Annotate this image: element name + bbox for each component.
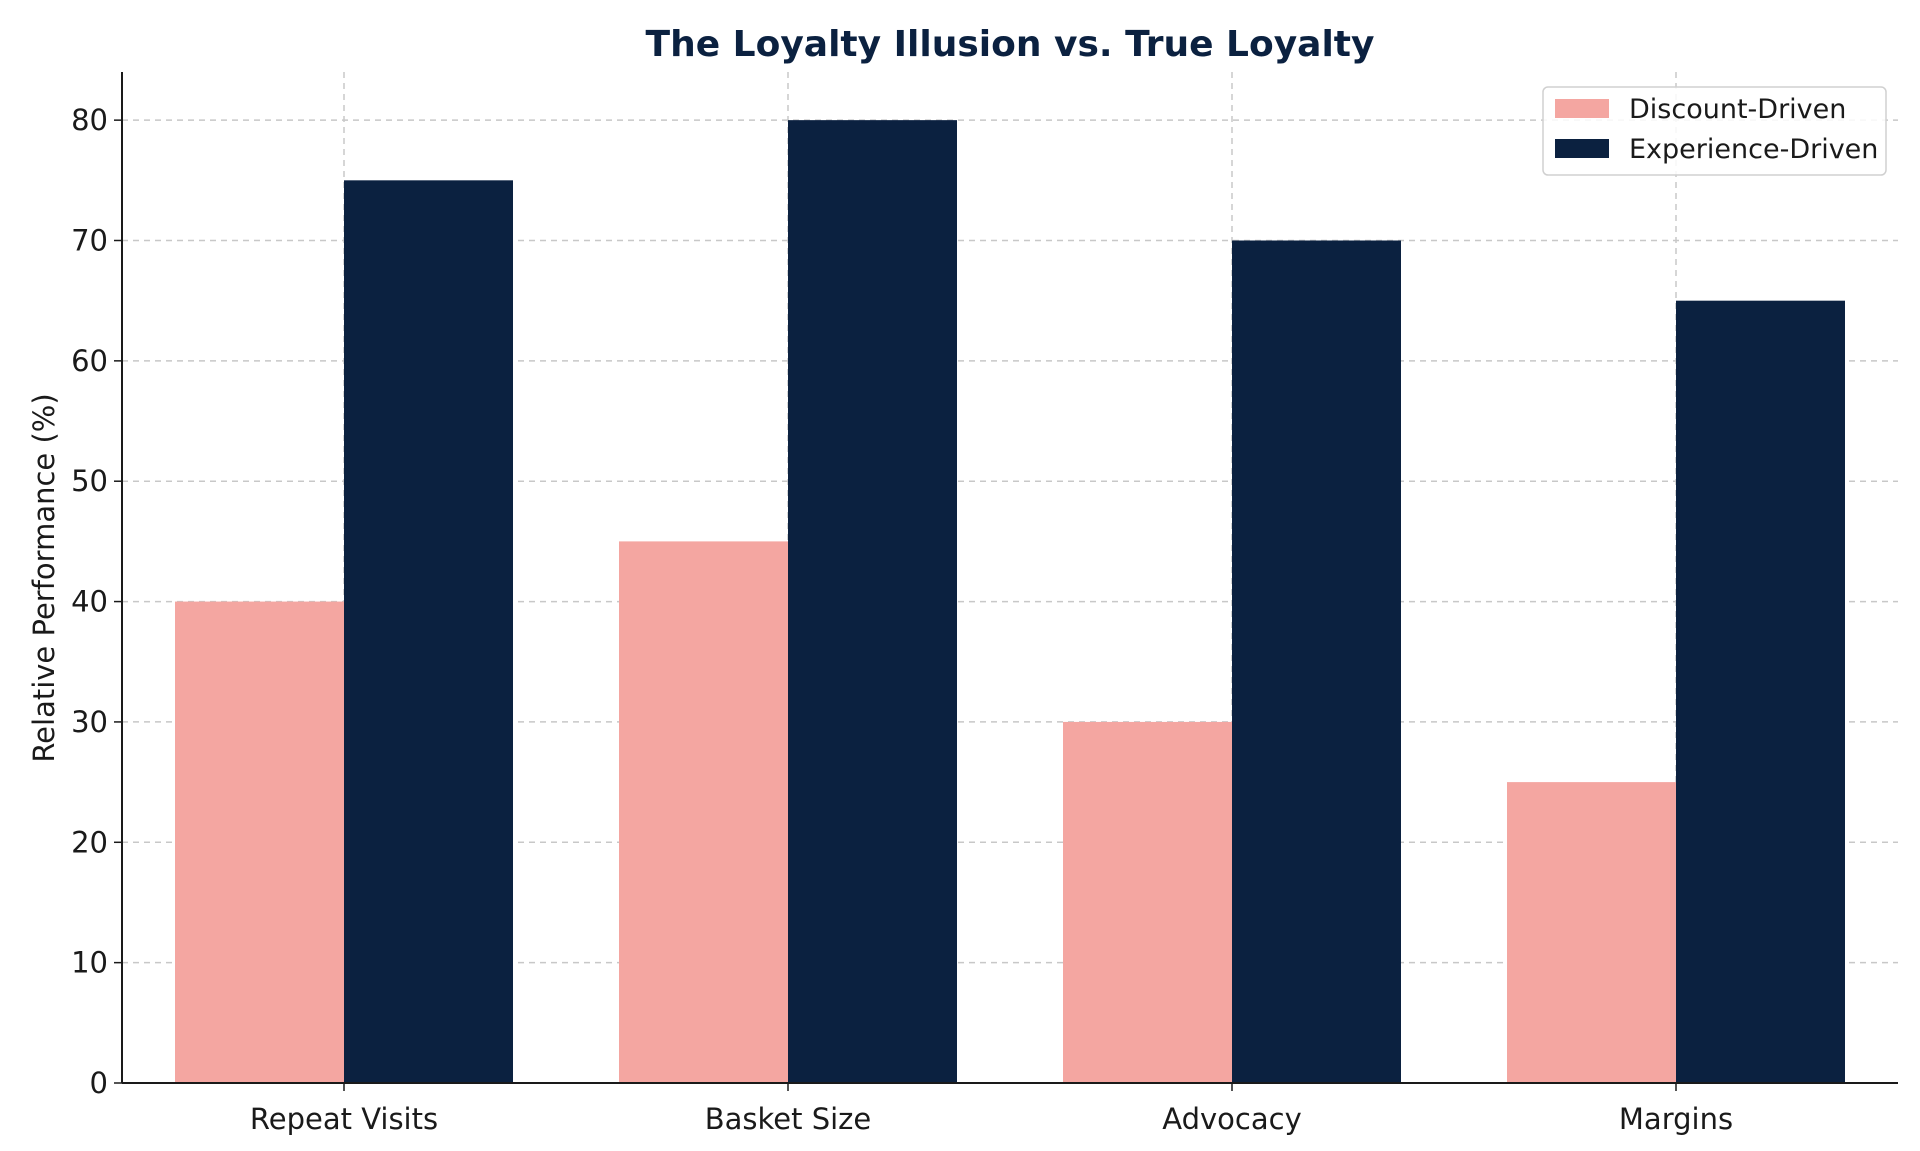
chart-title: The Loyalty Illusion vs. True Loyalty [646,24,1375,65]
x-tick-label: Repeat Visits [250,1102,438,1136]
legend-label: Experience-Driven [1629,134,1878,165]
bar-discount-driven-basket-size [619,541,788,1083]
legend-frame [1542,86,1887,176]
bar-discount-driven-repeat-visits [175,601,344,1083]
y-tick-label: 20 [71,825,108,859]
y-tick-label: 0 [90,1066,108,1100]
bar-experience-driven-basket-size [788,120,957,1083]
y-tick-label: 10 [71,946,108,980]
x-tick-label: Basket Size [705,1102,872,1136]
x-tick-label: Advocacy [1162,1102,1301,1136]
axes-layer: 0 10 20 30 40 50 60 70 80 Repeat Visits Basket Siz… [71,72,1898,1136]
bar-experience-driven-repeat-visits [344,180,513,1084]
bar-experience-driven-advocacy [1232,240,1401,1083]
y-tick-label: 30 [71,705,108,739]
y-tick-label: 70 [71,224,108,258]
y-tick-label: 40 [71,585,108,619]
legend: Discount-Driven Experience-Driven [1542,86,1887,176]
legend-swatch [1555,99,1609,118]
y-axis-label: Relative Performance (%) [27,393,61,762]
bars-layer [175,120,1845,1084]
bar-discount-driven-margins [1507,782,1676,1083]
y-tick-label: 50 [71,464,108,498]
bar-experience-driven-margins [1676,300,1845,1083]
x-tick-label: Margins [1619,1102,1733,1136]
legend-label: Discount-Driven [1629,94,1846,125]
y-tick-label: 80 [71,103,108,137]
bar-discount-driven-advocacy [1063,721,1232,1083]
legend-swatch [1555,139,1609,158]
y-tick-label: 60 [71,344,108,378]
